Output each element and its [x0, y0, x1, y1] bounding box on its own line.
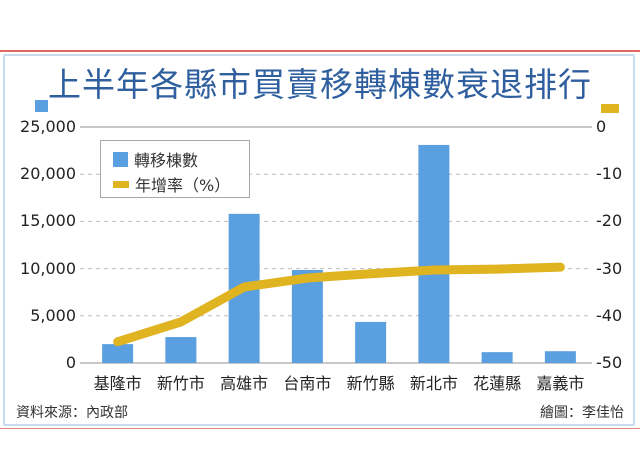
- x-axis-label: 高雄市: [220, 374, 269, 393]
- x-axis-label: 新北市: [409, 374, 458, 393]
- bar-swatch-icon: [113, 151, 128, 167]
- left-axis-tick: 0: [65, 353, 76, 372]
- right-axis-tick: -50: [596, 353, 623, 372]
- right-axis-tick: -20: [596, 211, 623, 231]
- bottom-rule: [0, 428, 640, 429]
- bar: [165, 337, 197, 363]
- bar: [544, 351, 576, 363]
- top-rule: [0, 50, 640, 52]
- x-axis-label: 新竹縣: [346, 374, 395, 393]
- bar: [418, 144, 450, 363]
- bar: [102, 344, 134, 363]
- x-axis-label: 花蓮縣: [473, 374, 522, 393]
- legend-item-bars: 轉移棟數: [113, 147, 198, 171]
- x-axis-label: 嘉義市: [536, 374, 585, 393]
- chart-frame: [3, 54, 635, 426]
- source-note: 資料來源：內政部: [16, 405, 128, 421]
- legend-item-line: 年增率（%）: [113, 172, 230, 196]
- left-axis-tick: 15,000: [20, 211, 76, 231]
- left-axis-tick: 25,000: [20, 117, 76, 136]
- chart-title: 上半年各縣市買賣移轉棟數衰退排行: [48, 65, 592, 104]
- credit-note: 繪圖：李佳怡: [540, 405, 624, 421]
- bar: [355, 321, 387, 363]
- left-axis-marker-icon: [35, 100, 48, 112]
- right-axis-tick: 0: [596, 117, 607, 136]
- x-axis-label: 基隆市: [93, 374, 142, 393]
- legend-bar-label: 轉移棟數: [134, 151, 199, 170]
- bar: [291, 270, 323, 363]
- right-axis-tick: -30: [596, 258, 623, 278]
- left-axis-tick: 5,000: [30, 305, 76, 325]
- left-axis-tick: 10,000: [20, 258, 76, 278]
- right-axis-marker-icon: [601, 104, 619, 113]
- growth-rate-line: [113, 262, 565, 347]
- right-axis-tick: -10: [596, 164, 623, 184]
- x-axis-label: 新竹市: [156, 374, 205, 393]
- x-axis-label: 台南市: [283, 374, 332, 393]
- legend: 轉移棟數 年增率（%）: [100, 140, 250, 198]
- bar: [481, 352, 513, 363]
- right-axis-tick: -40: [596, 305, 623, 325]
- left-axis-tick: 20,000: [20, 164, 76, 184]
- line-swatch-icon: [113, 180, 129, 188]
- legend-line-label: 年增率（%）: [135, 176, 231, 195]
- bar-series: [102, 144, 576, 363]
